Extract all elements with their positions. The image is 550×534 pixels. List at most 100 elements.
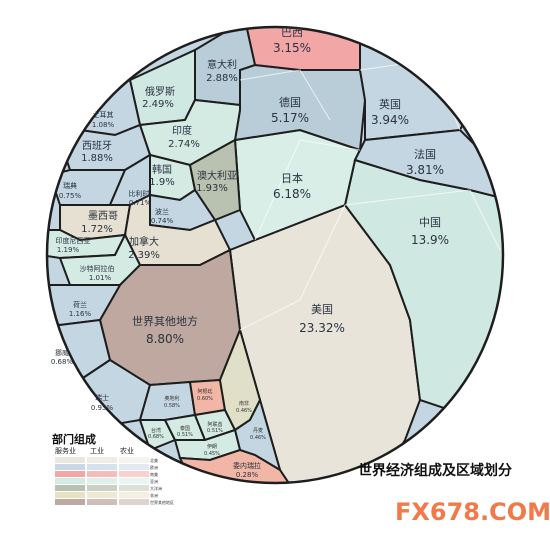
legend-region-label: 世界其他地区 (150, 499, 174, 505)
label-denmark-value: 0.46% (250, 435, 266, 441)
label-taiwan-value: 0.68% (148, 434, 164, 440)
label-canada-value: 2.39% (128, 250, 160, 261)
label-uk-value: 3.94% (371, 113, 409, 127)
label-mexico-name: 墨西哥 (88, 210, 118, 222)
label-iran-name: 伊朗 (207, 443, 217, 450)
label-india-name: 印度 (172, 124, 192, 137)
legend-swatch (55, 457, 85, 463)
label-netherlands-value: 1.16% (69, 310, 92, 318)
label-italy-name: 意大利 (207, 58, 237, 71)
label-turkey-name: 土耳其 (93, 110, 114, 119)
label-poland-name: 波兰 (155, 207, 169, 216)
legend-swatch (87, 499, 117, 505)
label-venezuela-name: 委内瑞拉 (233, 461, 261, 470)
legend-title: 部门组成 (52, 432, 96, 446)
label-japan-name: 日本 (281, 171, 303, 185)
label-korea-value: 1.9% (149, 177, 174, 188)
label-uae-value: 0.51% (207, 428, 223, 434)
label-argentina-name: 阿根廷 (197, 388, 212, 395)
legend-swatch (87, 471, 117, 477)
label-korea-name: 韩国 (152, 163, 172, 176)
label-turkey-value: 1.08% (92, 121, 115, 129)
cell-venezuela (178, 448, 302, 483)
label-austria-name: 奥地利 (164, 395, 179, 402)
label-france-name: 法国 (414, 147, 436, 161)
label-saudi-value: 1.01% (89, 274, 112, 282)
label-russia-name: 俄罗斯 (145, 85, 175, 98)
label-mexico-value: 1.72% (81, 224, 113, 235)
legend-region-label: 非洲 (150, 492, 158, 498)
label-switzerland-name: 瑞士 (95, 393, 109, 402)
legend-swatch (87, 464, 117, 470)
label-indonesia-value: 1.19% (57, 246, 80, 254)
label-australia-value: 1.93% (196, 183, 228, 194)
label-venezuela-value: 0.28% (236, 471, 259, 479)
chart-title: 世界经济组成及区域划分 (358, 462, 512, 479)
label-brazil-value: 3.15% (273, 41, 311, 55)
label-china-value: 13.9% (411, 233, 449, 247)
label-germany-name: 德国 (279, 95, 301, 109)
label-germany-value: 5.17% (271, 111, 309, 125)
label-spain-value: 1.88% (81, 153, 113, 164)
label-canada-name: 加拿大 (129, 235, 159, 248)
legend-region-label: 欧洲 (150, 464, 158, 470)
label-argentina-value: 0.60% (197, 396, 213, 402)
label-us-value: 23.32% (299, 321, 345, 335)
legend-swatch (119, 499, 149, 505)
label-saudi-name: 沙特阿拉伯 (80, 264, 115, 273)
label-us-name: 美国 (311, 303, 333, 316)
label-row-value: 8.80% (146, 332, 184, 346)
label-south-africa-value: 0.46% (236, 408, 252, 414)
sector-line-4 (239, 69, 331, 121)
label-belgium-name: 比利时 (129, 189, 150, 198)
legend-swatch (55, 499, 85, 505)
legend-region-label: 南美 (150, 471, 158, 477)
legend-head-agriculture: 农业 (120, 446, 134, 455)
label-india-value: 2.74% (168, 139, 200, 150)
label-china-name: 中国 (419, 216, 441, 229)
legend-region-label: 大洋洲 (150, 485, 162, 491)
label-japan-value: 6.18% (273, 187, 311, 201)
label-spain-name: 西班牙 (82, 140, 112, 152)
label-france-value: 3.81% (406, 163, 444, 177)
legend-swatch (119, 478, 149, 484)
label-uk-name: 英国 (379, 97, 401, 111)
labels: 美国 23.32% 中国 13.9% 世界其他地方 8.80% 日本 6.18%… (51, 26, 449, 479)
legend-swatch (119, 471, 149, 477)
legend-swatch (55, 471, 85, 477)
legend-swatch (55, 485, 85, 491)
legend-region-label: 亚洲 (150, 479, 158, 484)
label-sweden-value: 0.75% (59, 192, 82, 200)
label-belgium-value: 0.71% (129, 199, 152, 207)
label-russia-value: 2.49% (142, 99, 174, 110)
cells (47, 27, 503, 483)
sector-line-1 (254, 139, 361, 241)
label-australia-name: 澳大利亚 (197, 169, 237, 182)
label-thailand-name: 泰国 (180, 425, 190, 432)
legend-swatch (55, 478, 85, 484)
label-norway-value: 0.68% (51, 358, 74, 366)
legend-region-label: 北美 (150, 457, 158, 463)
sector-line-2 (344, 189, 501, 251)
sector-line-5 (239, 204, 346, 331)
label-uae-name: 阿联酋 (207, 421, 222, 428)
legend-head-industry: 工业 (90, 446, 104, 455)
legend-swatch (119, 492, 149, 498)
label-norway-name: 挪威 (55, 348, 69, 357)
label-poland-value: 0.74% (151, 217, 174, 225)
label-iran-value: 0.45% (204, 451, 220, 457)
label-austria-value: 0.58% (164, 403, 180, 409)
legend-swatch (87, 485, 117, 491)
legend-swatch (119, 464, 149, 470)
label-netherlands-name: 荷兰 (73, 300, 87, 309)
label-brazil-name: 巴西 (281, 26, 303, 39)
legend-swatch (55, 492, 85, 498)
legend-swatch (87, 492, 117, 498)
label-italy-value: 2.88% (206, 73, 238, 84)
legend-swatch (87, 478, 117, 484)
legend-head-services: 服务业 (55, 446, 76, 455)
label-thailand-value: 0.51% (177, 432, 193, 438)
watermark: FX678.COM (395, 498, 550, 526)
